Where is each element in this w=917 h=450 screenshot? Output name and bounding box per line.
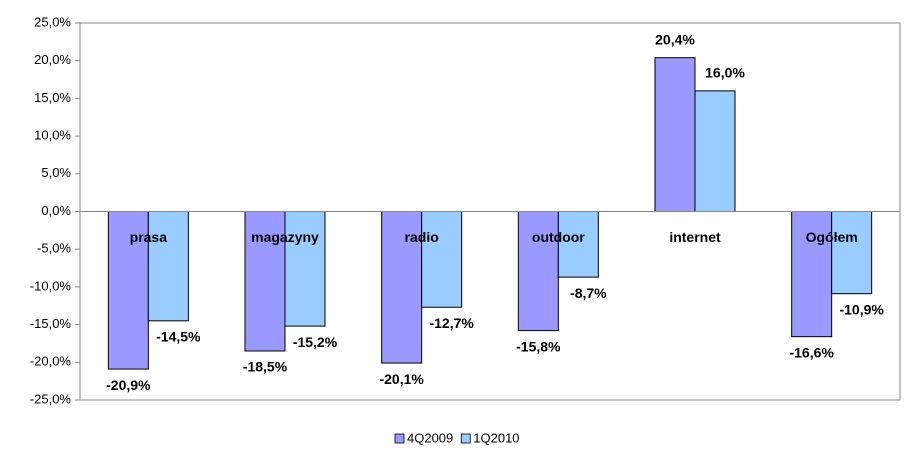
legend-label: 1Q2010 <box>473 430 519 445</box>
y-tick-label: 25,0% <box>34 14 71 29</box>
value-label: -12,7% <box>429 315 474 331</box>
y-tick-label: 5,0% <box>41 165 71 180</box>
value-label: -20,1% <box>379 371 424 387</box>
value-label: -15,8% <box>516 338 561 354</box>
bar <box>284 211 326 327</box>
x-tick-label: Ogółem <box>806 229 858 245</box>
bar <box>421 211 463 308</box>
value-label: -16,6% <box>789 344 834 360</box>
legend-label: 4Q2009 <box>407 430 453 445</box>
y-tick-label: 0,0% <box>41 203 71 218</box>
value-label: 20,4% <box>655 31 695 47</box>
value-label: -10,9% <box>839 301 884 317</box>
bar <box>147 211 189 322</box>
y-tick-label: -25,0% <box>30 391 72 406</box>
bar <box>107 211 149 370</box>
bar <box>831 211 873 295</box>
x-tick-label: outdoor <box>532 229 585 245</box>
value-label: 16,0% <box>705 65 745 81</box>
value-label: -8,7% <box>570 285 607 301</box>
x-tick-label: prasa <box>130 229 168 245</box>
bar <box>694 90 736 212</box>
y-tick-label: -20,0% <box>30 354 72 369</box>
x-tick-label: internet <box>669 229 721 245</box>
y-tick-label: 10,0% <box>34 128 71 143</box>
legend-swatch <box>460 433 471 444</box>
legend-swatch <box>394 433 405 444</box>
x-tick-label: radio <box>405 229 439 245</box>
y-tick-label: -15,0% <box>30 316 72 331</box>
value-label: -20,9% <box>106 377 151 393</box>
y-tick-label: -10,0% <box>30 278 72 293</box>
bar <box>791 211 833 338</box>
value-label: -14,5% <box>156 329 201 345</box>
y-tick-label: -5,0% <box>37 241 71 256</box>
value-label: -18,5% <box>243 359 288 375</box>
value-label: -15,2% <box>293 334 338 350</box>
y-tick-label: 20,0% <box>34 52 71 67</box>
bar <box>654 57 696 212</box>
x-tick-label: magazyny <box>251 229 319 245</box>
y-tick-label: 15,0% <box>34 90 71 105</box>
